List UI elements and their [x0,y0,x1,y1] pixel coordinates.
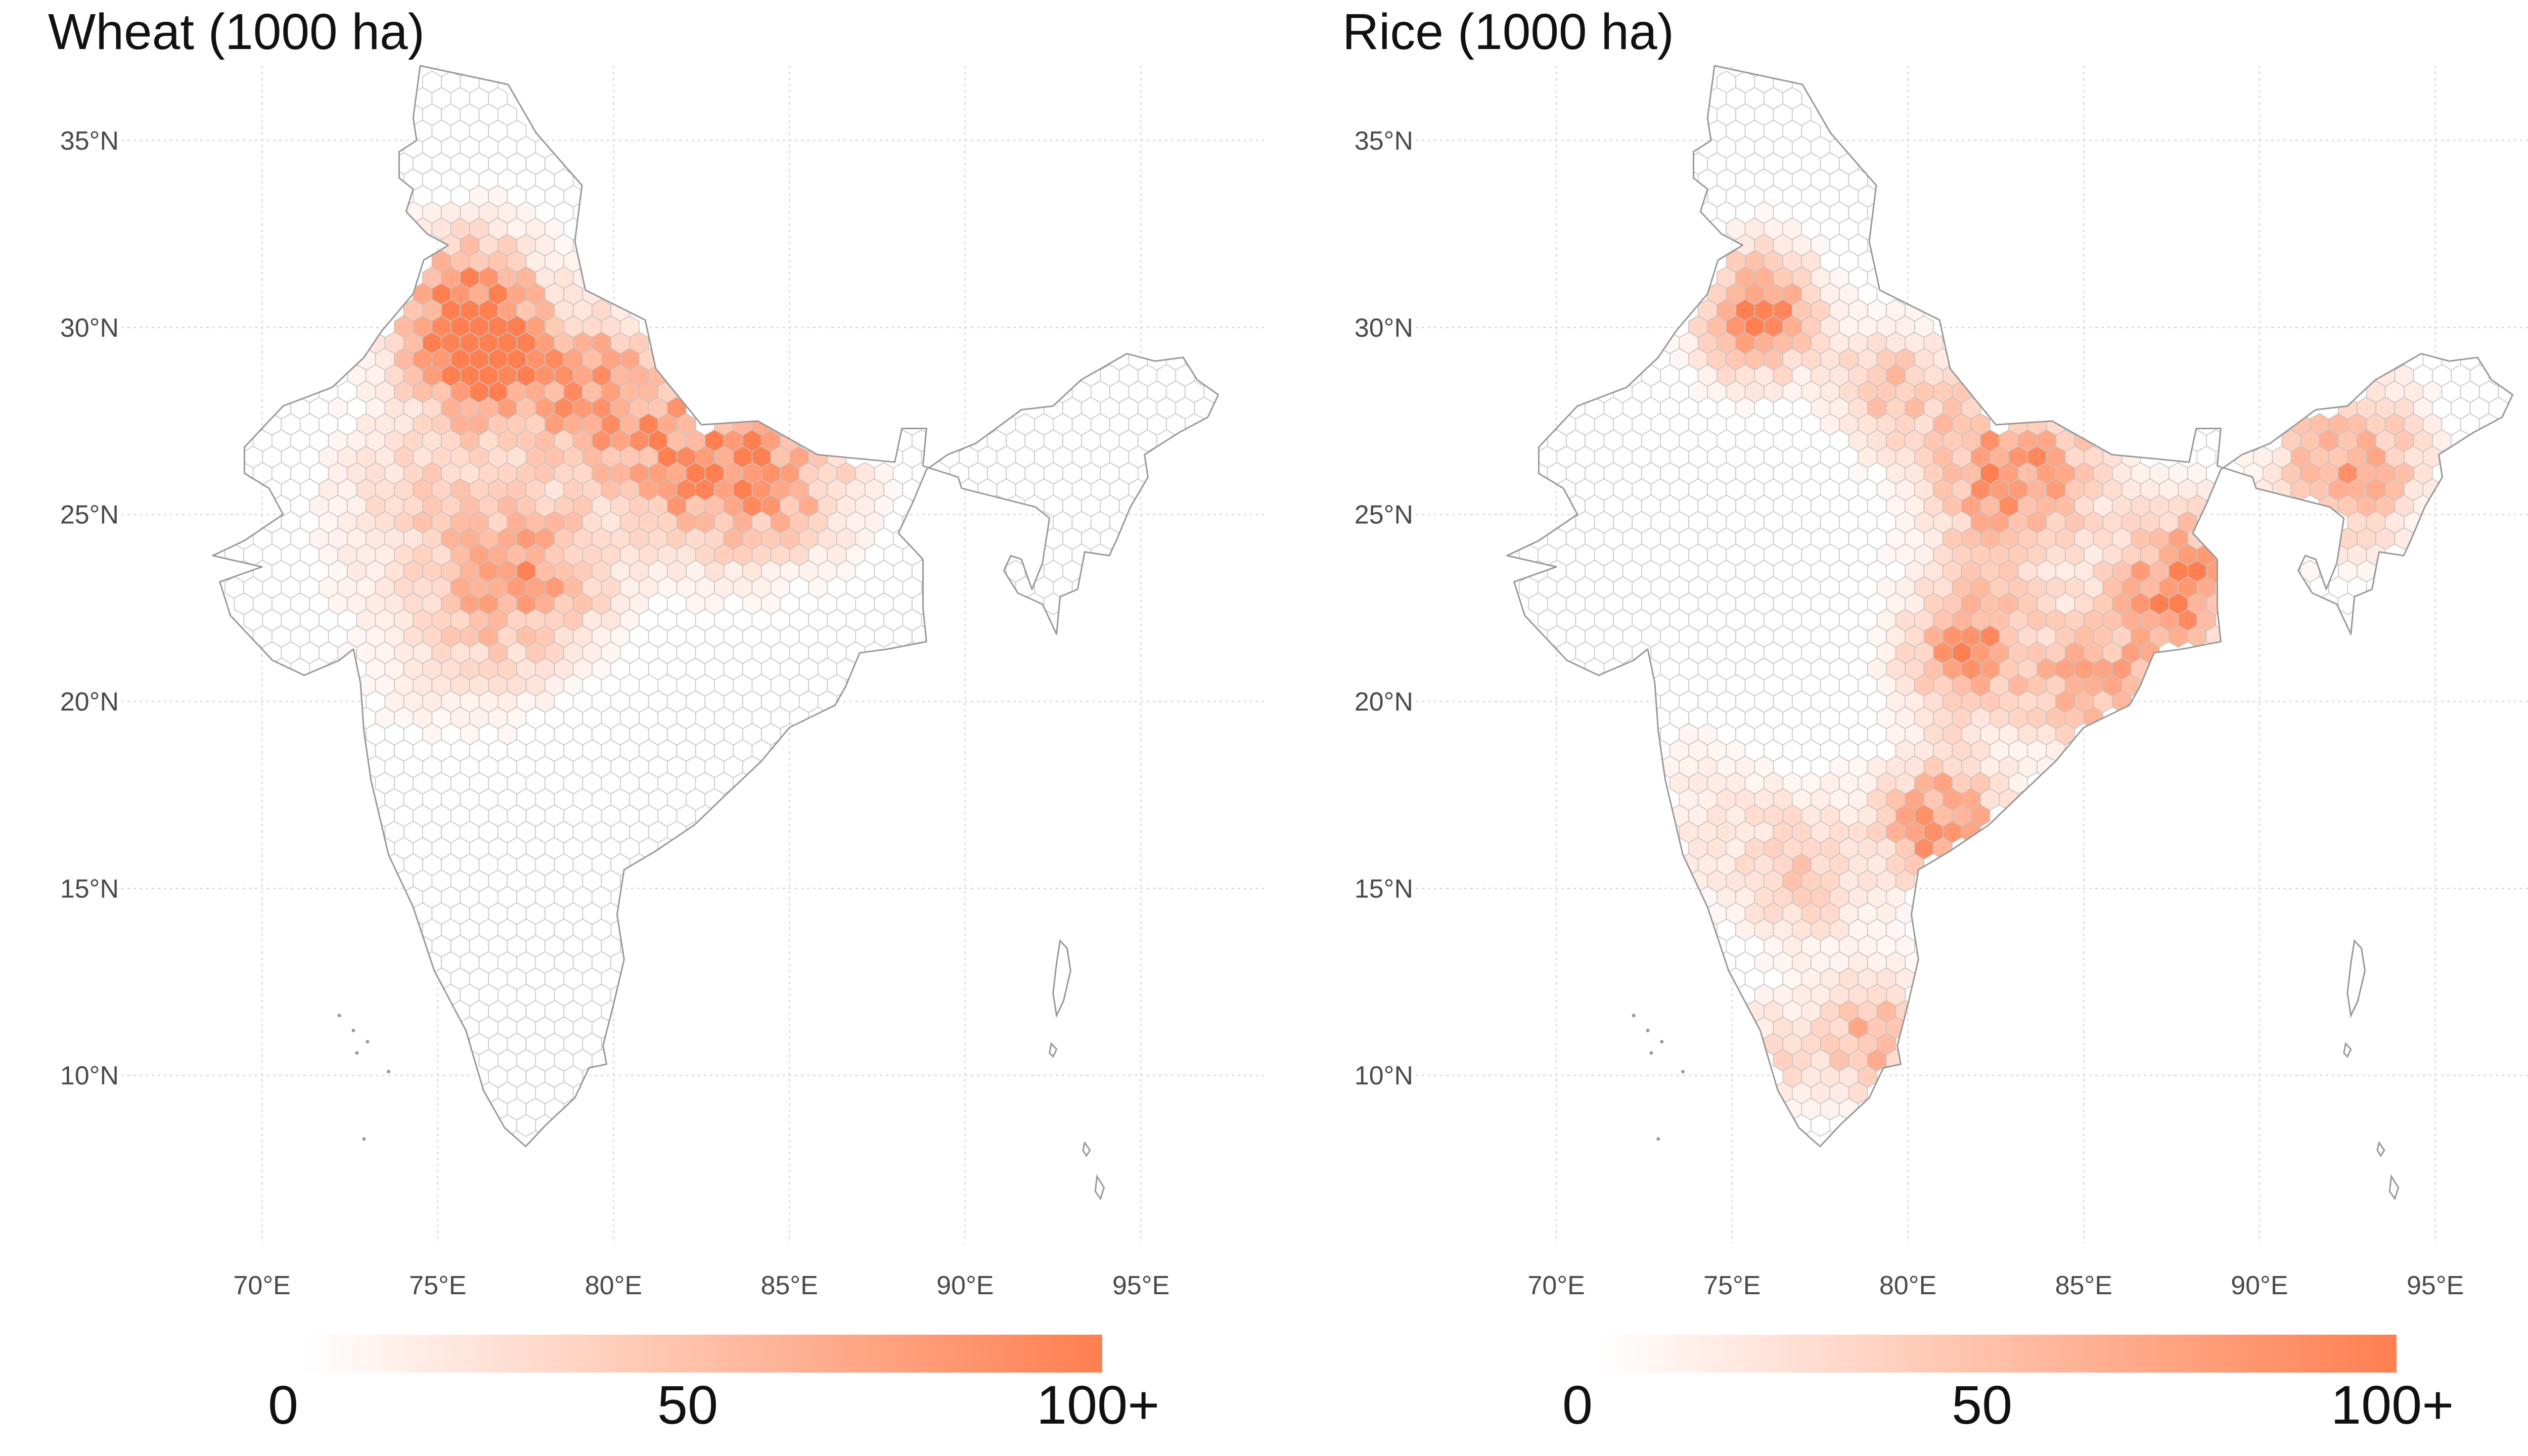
island-dot [1660,1040,1664,1044]
lon-tick-label: 95°E [2407,1271,2464,1300]
island-dot [351,1028,355,1032]
lon-tick-label: 85°E [2055,1271,2112,1300]
island-outline [2376,1141,2385,1158]
wheat-legend-label-50: 50 [657,1374,718,1435]
country-outline [1506,65,2514,1148]
lat-tick-label: 15°N [1355,874,1413,903]
wheat-legend-label-0: 0 [268,1374,299,1435]
island-outline [2343,1042,2352,1058]
island-dot [1649,1051,1653,1055]
lat-tick-label: 15°N [60,874,119,903]
lat-tick-label: 20°N [1355,687,1413,716]
lon-tick-label: 75°E [409,1271,466,1300]
island-outline [1082,1141,1091,1158]
rice-legend-label-0: 0 [1562,1374,1593,1435]
island-outline [1049,1042,1058,1058]
lon-tick-label: 85°E [761,1271,818,1300]
wheat-legend-bar [303,1335,1102,1373]
lat-tick-label: 10°N [1355,1061,1413,1090]
lat-tick-label: 10°N [60,1061,119,1090]
lon-tick-label: 80°E [1879,1271,1936,1300]
lon-tick-label: 95°E [1112,1271,1169,1300]
island-dot [1656,1137,1660,1141]
wheat-panel: Wheat (1000 ha) 70°E 75°E 80°E 85°E 90°E 95°E… [48,4,1264,1435]
island-dot [1632,1014,1636,1018]
lon-tick-label: 80°E [585,1271,642,1300]
rice-title: Rice (1000 ha) [1342,4,1674,60]
lat-tick-label: 25°N [60,500,119,530]
lon-tick-label: 70°E [1527,1271,1585,1300]
lon-tick-label: 90°E [2231,1271,2288,1300]
island-outline [2388,1174,2400,1201]
lat-tick-label: 30°N [60,313,119,343]
island-dot [386,1070,390,1074]
island-dot [1646,1028,1650,1032]
island-dot [355,1051,359,1055]
rice-legend-label-50: 50 [1952,1374,2013,1435]
island-dot [362,1137,366,1141]
wheat-title: Wheat (1000 ha) [48,4,425,60]
lat-tick-label: 35°N [60,126,119,156]
lat-tick-label: 20°N [60,687,119,716]
rice-legend-bar [1598,1335,2397,1373]
island-dot [337,1014,341,1018]
wheat-legend-label-100: 100+ [1036,1374,1160,1435]
lon-tick-label: 90°E [936,1271,994,1300]
lat-tick-label: 35°N [1355,126,1413,156]
lat-tick-label: 25°N [1355,500,1413,530]
country-outline [212,65,1220,1148]
lon-tick-label: 70°E [233,1271,290,1300]
island-outline [2346,939,2366,1018]
rice-panel: Rice (1000 ha) 70°E 75°E 80°E 85°E 90°E 95°E 3… [1294,0,2528,1456]
island-dot [1681,1070,1685,1074]
island-dot [366,1040,370,1044]
rice-legend-label-100: 100+ [2331,1374,2454,1435]
island-outline [1094,1174,1105,1201]
hex-grid [1507,70,2513,1137]
wheat-map: 70°E 75°E 80°E 85°E 90°E 95°E 35°N 30°N 25°N 20°N… [60,65,1264,1300]
lat-tick-label: 30°N [1355,313,1413,343]
hex-grid [212,70,1218,1137]
island-outline [1052,939,1072,1018]
lon-tick-label: 75°E [1703,1271,1760,1300]
rice-map: 70°E 75°E 80°E 85°E 90°E 95°E 35°N 30°N 25°N 20°N… [1355,65,2528,1300]
